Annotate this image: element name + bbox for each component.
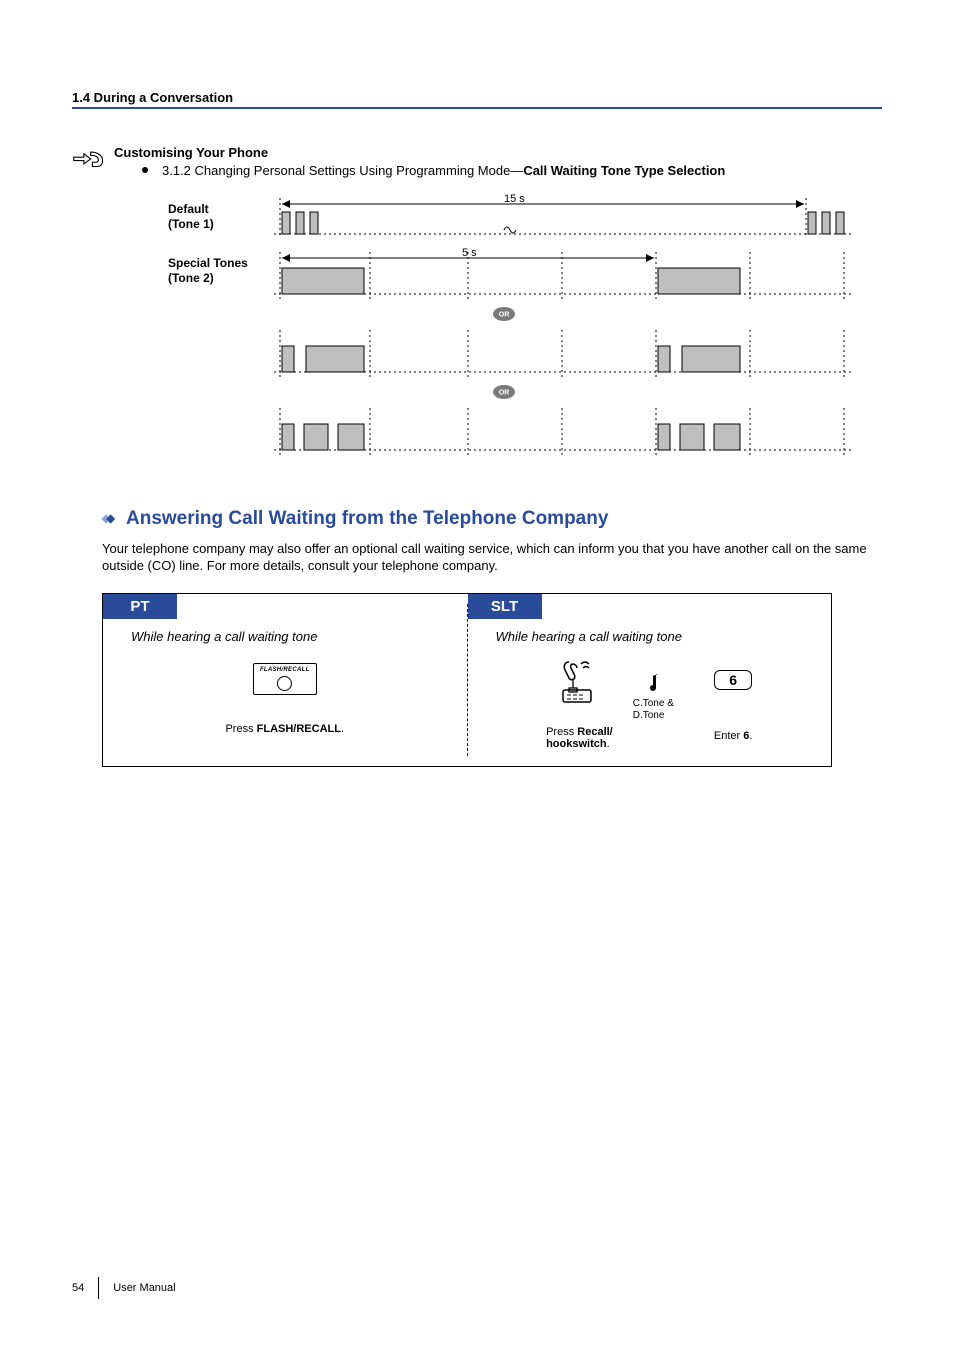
key6-item: 6 Enter 6.	[714, 670, 753, 742]
or-label-1: OR	[499, 311, 510, 318]
flash-recall-button-icon: FLASH/RECALL	[253, 663, 317, 695]
page-footer: 54 User Manual	[72, 1277, 176, 1299]
section2-title-row: Answering Call Waiting from the Telephon…	[96, 508, 882, 530]
bullet-text: 3.1.2 Changing Personal Settings Using P…	[162, 162, 725, 180]
flash-recall-label: FLASH/RECALL	[260, 667, 310, 673]
procedure-box: PT While hearing a call waiting tone FLA…	[102, 593, 832, 767]
header-rule	[72, 107, 882, 109]
tone1-span-label: 15 s	[504, 194, 525, 205]
or-label-2: OR	[499, 389, 510, 396]
tone-diagram: Default (Tone 1) 15 s	[168, 194, 882, 468]
customise-block: Customising Your Phone 3.1.2 Changing Pe…	[72, 145, 882, 180]
page-number: 54	[72, 1282, 84, 1294]
flash-recall-item: FLASH/RECALL Press FLASH/RECALL.	[225, 658, 344, 735]
pt-sub: While hearing a call waiting tone	[103, 629, 467, 644]
diamond-bullet-icon	[96, 512, 118, 526]
footer-label: User Manual	[113, 1282, 175, 1294]
slt-left-prefix: Press	[546, 726, 577, 738]
bullet-row: 3.1.2 Changing Personal Settings Using P…	[142, 162, 725, 180]
tone-block: C.Tone & D.Tone	[633, 672, 674, 722]
bullet-prefix: 3.1.2 Changing Personal Settings Using P…	[162, 163, 523, 178]
slt-left-suffix: .	[607, 738, 610, 750]
music-note-icon	[644, 672, 662, 694]
section-header: 1.4 During a Conversation	[72, 90, 882, 105]
pt-caption: Press FLASH/RECALL.	[225, 723, 344, 735]
handset-block: Press Recall/ hookswitch.	[546, 658, 613, 750]
tone-row-special: Special Tones (Tone 2) 5 s	[168, 248, 882, 468]
tone-row-default: Default (Tone 1) 15 s	[168, 194, 882, 242]
slt-right-caption: Enter 6.	[714, 730, 753, 742]
pt-column: PT While hearing a call waiting tone FLA…	[103, 594, 467, 766]
footer-divider	[98, 1277, 99, 1299]
bullet-icon	[142, 167, 148, 173]
slt-sub: While hearing a call waiting tone	[468, 629, 832, 644]
slt-header: SLT	[468, 594, 542, 619]
flash-circle-icon	[277, 676, 292, 691]
tone-caption: C.Tone & D.Tone	[633, 698, 674, 722]
slt-column: SLT While hearing a call waiting tone	[468, 594, 832, 766]
tone-label-special: Special Tones (Tone 2)	[168, 248, 274, 287]
tone2-waveforms: 5 s OR	[274, 248, 854, 468]
tone2-span-label: 5 s	[462, 248, 477, 259]
customise-title: Customising Your Phone	[114, 145, 725, 160]
section2-body: Your telephone company may also offer an…	[102, 540, 882, 575]
key-6-icon: 6	[714, 670, 752, 690]
pt-header: PT	[103, 594, 177, 619]
slt-left-pair: Press Recall/ hookswitch. C.Tone & D.Ton…	[546, 658, 674, 750]
pt-cap-prefix: Press	[225, 723, 256, 735]
page: 1.4 During a Conversation Customising Yo…	[0, 0, 954, 1351]
slt-right-suffix: .	[749, 730, 752, 742]
pt-cap-bold: FLASH/RECALL	[257, 723, 341, 735]
handset-icon	[559, 658, 599, 706]
section2-title: Answering Call Waiting from the Telephon…	[126, 508, 608, 530]
bullet-bold: Call Waiting Tone Type Selection	[523, 163, 725, 178]
customise-text: Customising Your Phone 3.1.2 Changing Pe…	[114, 145, 725, 180]
slt-right-prefix: Enter	[714, 730, 743, 742]
slt-left-caption: Press Recall/ hookswitch.	[546, 726, 613, 750]
pt-cap-suffix: .	[341, 723, 344, 735]
hand-pointing-icon	[72, 145, 106, 171]
tone1-waveform: 15 s	[274, 194, 854, 242]
tone-label-default: Default (Tone 1)	[168, 194, 274, 233]
